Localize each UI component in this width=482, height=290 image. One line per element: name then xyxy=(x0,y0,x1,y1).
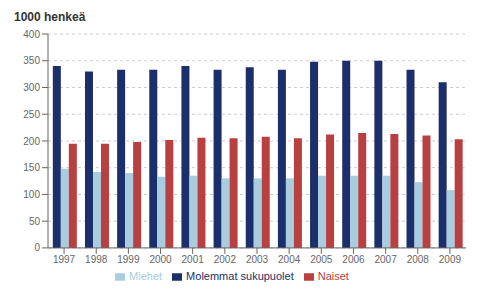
svg-text:100: 100 xyxy=(23,189,40,200)
svg-text:2007: 2007 xyxy=(374,254,397,265)
svg-text:0: 0 xyxy=(34,242,40,253)
html-text:Naiset: Naiset xyxy=(317,269,349,282)
svg-text:200: 200 xyxy=(23,136,40,147)
svg-text:50: 50 xyxy=(29,216,41,227)
html-text:1000 henkeä: 1000 henkeä xyxy=(14,10,86,24)
svg-text:350: 350 xyxy=(23,55,40,66)
svg-text:2005: 2005 xyxy=(310,254,333,265)
svg-text:2000: 2000 xyxy=(149,254,172,265)
svg-text:400: 400 xyxy=(23,29,40,40)
svg-text:2008: 2008 xyxy=(407,254,430,265)
svg-text:150: 150 xyxy=(23,162,40,173)
svg-text:1998: 1998 xyxy=(85,254,108,265)
svg-text:300: 300 xyxy=(23,82,40,93)
svg-text:1999: 1999 xyxy=(117,254,140,265)
svg-text:2004: 2004 xyxy=(278,254,301,265)
svg-text:2009: 2009 xyxy=(439,254,462,265)
svg-text:2003: 2003 xyxy=(246,254,269,265)
svg-text:2006: 2006 xyxy=(342,254,365,265)
html-text:Miehet: Miehet xyxy=(129,269,163,282)
svg-text:250: 250 xyxy=(23,109,40,120)
svg-text:2001: 2001 xyxy=(182,254,205,265)
svg-text:2002: 2002 xyxy=(214,254,237,265)
svg-text:1997: 1997 xyxy=(53,254,76,265)
html-text:Molemmat sukupuolet: Molemmat sukupuolet xyxy=(186,269,294,282)
